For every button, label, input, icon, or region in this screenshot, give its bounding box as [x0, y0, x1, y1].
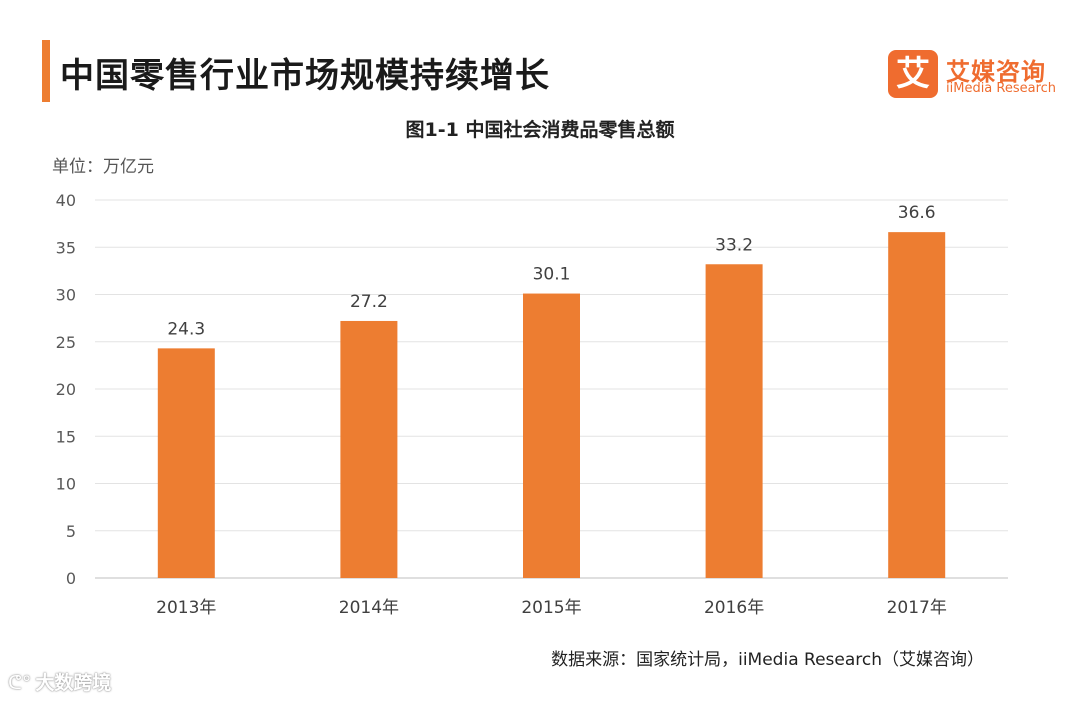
weibo-icon: ᕦ°: [8, 672, 32, 694]
data-label: 33.2: [715, 235, 753, 255]
y-tick-label: 30: [56, 286, 76, 305]
bar-2014年: [340, 320, 398, 578]
bars: [157, 232, 946, 578]
watermark: ᕦ° 大数跨境: [8, 668, 111, 695]
y-tick-label: 35: [56, 238, 76, 257]
title-accent-bar: [42, 40, 50, 102]
y-tick-label: 40: [56, 191, 76, 210]
y-axis-ticks: 0 5 10 15 20 25 30 35 40: [56, 191, 76, 588]
data-label: 27.2: [350, 292, 388, 312]
iimedia-logo: 艾 艾媒咨询 iiMedia Research: [888, 50, 1068, 102]
y-tick-label: 20: [56, 380, 76, 399]
y-tick-label: 25: [56, 333, 76, 352]
source-note: 数据来源：国家统计局，iiMedia Research（艾媒咨询）: [551, 650, 984, 670]
x-tick-label: 2015年: [521, 598, 581, 618]
y-tick-label: 10: [56, 475, 76, 494]
unit-label: 单位：万亿元: [52, 157, 154, 177]
x-tick-label: 2016年: [704, 598, 764, 618]
watermark-text: 大数跨境: [35, 672, 112, 694]
logo-text-en: iiMedia Research: [946, 81, 1057, 96]
x-tick-label: 2013年: [156, 598, 216, 618]
x-tick-label: 2014年: [339, 598, 399, 618]
bar-2015年: [523, 293, 580, 578]
value-labels: 24.3 27.2 30.1 33.2 36.6: [167, 203, 935, 339]
y-tick-label: 0: [66, 569, 76, 588]
y-tick-label: 5: [66, 522, 76, 541]
data-label: 24.3: [167, 319, 205, 339]
data-label: 36.6: [898, 203, 936, 223]
page-title: 中国零售行业市场规模持续增长: [60, 56, 550, 96]
x-tick-label: 2017年: [887, 598, 947, 618]
bar-2013年: [157, 348, 215, 578]
x-axis-ticks: 2013年 2014年 2015年 2016年 2017年: [156, 598, 947, 618]
logo-text-cn: 艾媒咨询: [946, 58, 1046, 86]
chart-title: 图1-1 中国社会消费品零售总额: [405, 119, 675, 141]
data-label: 30.1: [533, 265, 571, 285]
logo-mark-icon: 艾: [888, 50, 938, 98]
bar-2017年: [888, 232, 946, 578]
bar-2016年: [705, 264, 763, 578]
y-tick-label: 15: [56, 427, 76, 446]
